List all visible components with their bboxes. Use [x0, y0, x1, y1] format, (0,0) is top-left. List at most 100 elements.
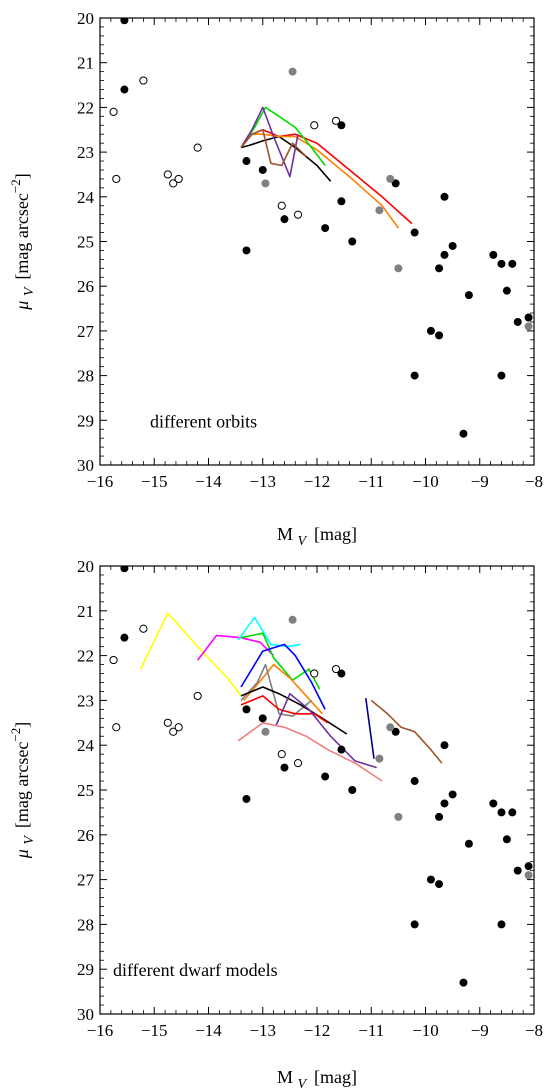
plot-frame: [99, 565, 535, 1015]
point-open: [169, 727, 178, 736]
point-gray: [524, 871, 533, 880]
point-gray: [524, 322, 533, 331]
point-open: [331, 116, 341, 125]
point-filled: [513, 317, 522, 326]
point-gray: [386, 723, 395, 732]
point-filled: [497, 808, 506, 817]
x-tick-label: −8: [525, 472, 543, 491]
point-filled: [435, 264, 444, 273]
x-axis-label: M V [mag]: [277, 524, 357, 549]
y-axis-label-unit: [mag arcsec: [12, 193, 32, 279]
galaxy-points: [109, 566, 533, 987]
point-open: [293, 759, 303, 768]
y-tick-label: 23: [77, 691, 94, 710]
point-filled: [513, 866, 522, 875]
model-curve-2: [240, 133, 400, 229]
y-tick-label: 22: [77, 98, 94, 117]
y-tick-label: 21: [77, 602, 94, 621]
point-open: [331, 664, 341, 674]
x-tick-label: −11: [358, 472, 384, 491]
y-tick-label: 29: [77, 960, 94, 979]
point-filled: [489, 250, 498, 259]
model-curve-9: [275, 692, 377, 769]
model-curve-7: [240, 686, 348, 735]
x-tick-label: −8: [525, 1021, 543, 1040]
point-open: [139, 76, 148, 85]
chart-panel-dwarf-models: −16 −15 −14 −13 −12 −11 −10 −9 −8 20 21 22 23 24 25 26 2…: [8, 557, 543, 1092]
x-tick-label: −13: [249, 1021, 276, 1040]
point-gray: [261, 179, 270, 188]
point-filled: [280, 215, 289, 224]
point-filled: [337, 669, 346, 678]
y-axis-label-sub: V: [22, 835, 37, 845]
point-filled: [524, 862, 533, 871]
point-filled: [502, 835, 511, 844]
point-filled: [337, 197, 346, 206]
point-filled: [410, 920, 419, 929]
y-tick-label: 28: [77, 915, 94, 934]
x-tick-label: −10: [412, 1021, 439, 1040]
x-tick-label: −12: [304, 472, 331, 491]
x-tick-label: −16: [87, 472, 114, 491]
point-open: [174, 174, 183, 184]
point-gray: [394, 264, 403, 273]
point-filled: [459, 978, 468, 987]
point-gray: [261, 727, 270, 736]
y-tick-label: 20: [77, 557, 94, 576]
point-filled: [348, 786, 357, 794]
point-open: [169, 179, 178, 188]
panel-annotation: different dwarf models: [113, 960, 278, 980]
model-curve-10: [370, 699, 443, 764]
y-axis-label-main: μ: [12, 845, 32, 860]
model-curve-11: [237, 721, 383, 782]
y-tick-label: 24: [77, 188, 95, 207]
chart-panel-orbits: −16 −15 −14 −13 −12 −11 −10 −9 −8 20 21 22 23 24 25 26 2…: [8, 9, 543, 549]
panel-annotation: different orbits: [150, 411, 257, 431]
x-tick-label: −12: [304, 1021, 331, 1040]
point-filled: [440, 250, 449, 259]
x-tick-label: −10: [412, 472, 439, 491]
point-filled: [440, 192, 449, 201]
point-filled: [448, 790, 457, 799]
point-filled: [242, 705, 251, 714]
point-filled: [242, 246, 251, 255]
y-axis-label: μ V [mag arcsec−2]: [8, 173, 37, 310]
x-axis-label-main: M: [277, 1067, 298, 1087]
point-open: [109, 655, 118, 665]
model-curve-3: [240, 106, 326, 166]
y-axis-label-main: μ: [12, 296, 32, 311]
point-filled: [426, 326, 435, 335]
model-curve-5: [243, 663, 323, 715]
point-filled: [348, 237, 357, 246]
x-tick-label: −15: [141, 472, 168, 491]
point-open: [112, 723, 121, 732]
model-curve-2: [237, 616, 301, 648]
point-filled: [337, 121, 346, 130]
y-tick-label: 26: [77, 826, 94, 845]
x-tick-label: −9: [471, 1021, 489, 1040]
point-open: [293, 210, 303, 219]
x-tick-label: −9: [471, 472, 489, 491]
point-filled: [321, 772, 330, 781]
point-gray: [375, 754, 384, 763]
y-tick-label: 27: [77, 871, 95, 890]
point-gray: [375, 206, 384, 215]
point-filled: [280, 763, 289, 772]
model-curve-5: [240, 129, 307, 167]
x-tick-label: −14: [195, 472, 222, 491]
y-tick-label: 23: [77, 143, 94, 162]
model-curve-4: [240, 643, 326, 710]
point-filled: [337, 745, 346, 754]
point-open: [193, 691, 202, 701]
model-curve-8: [240, 695, 329, 724]
point-filled: [258, 165, 267, 174]
x-tick-label: −15: [141, 1021, 168, 1040]
x-tick-label: −16: [87, 1021, 114, 1040]
point-filled: [464, 839, 473, 848]
point-filled: [497, 920, 506, 929]
model-curve-3: [240, 632, 321, 690]
point-gray: [288, 67, 297, 76]
x-axis-label: M V [mag]: [277, 1067, 357, 1092]
model-curves: [139, 612, 443, 782]
x-axis-label-unit: [mag]: [314, 524, 357, 544]
